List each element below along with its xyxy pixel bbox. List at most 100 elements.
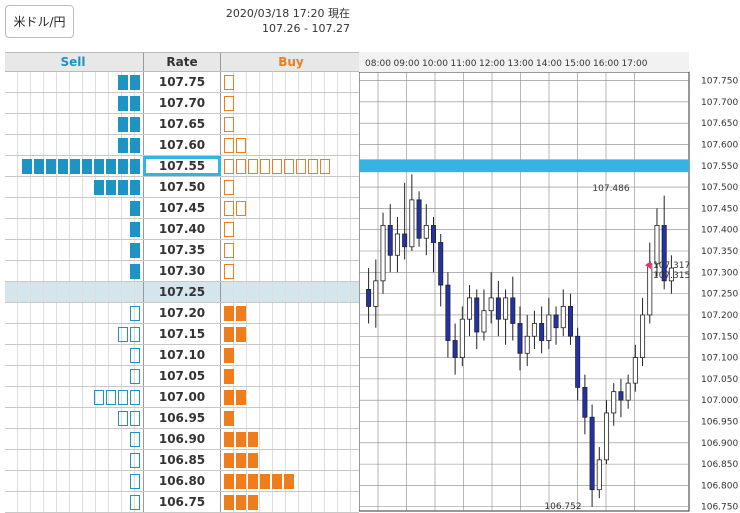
- buy-order-block: [224, 389, 234, 405]
- y-tick-label: 107.700: [701, 98, 738, 108]
- candle-body: [618, 391, 624, 401]
- sell-order-block: [34, 158, 44, 174]
- rate-cell: 106.75: [143, 492, 221, 512]
- sell-order-block: [130, 179, 140, 195]
- sell-order-block: [130, 368, 140, 384]
- order-book-rows: 107.75 107.70 107.65 107.60 107.55 107.50 107.…: [5, 72, 359, 513]
- candle-body: [575, 335, 581, 388]
- y-tick-label: 106.750: [701, 503, 738, 513]
- candle-body: [582, 386, 588, 418]
- rate-cell: 107.75: [143, 72, 221, 92]
- sell-order-block: [118, 137, 128, 153]
- buy-order-block: [224, 200, 234, 216]
- buy-order-block: [272, 473, 282, 489]
- ask-label: 107.315: [653, 271, 690, 281]
- rate-cell: 106.95: [143, 408, 221, 428]
- candle-body: [531, 323, 537, 337]
- sell-order-block: [130, 431, 140, 447]
- currency-pair-button[interactable]: 米ドル/円: [5, 5, 74, 38]
- sell-cell: [5, 177, 143, 197]
- sell-order-block: [130, 200, 140, 216]
- rate-cell: 107.50: [143, 177, 221, 197]
- buy-order-block: [224, 494, 234, 510]
- sell-cell: [5, 471, 143, 491]
- order-book-row: 107.75: [5, 72, 359, 93]
- rate-cell: 107.05: [143, 366, 221, 386]
- buy-order-block: [248, 431, 258, 447]
- buy-cell: [221, 198, 359, 218]
- candle-body: [604, 412, 610, 461]
- sell-order-block: [130, 452, 140, 468]
- sell-order-block: [58, 158, 68, 174]
- order-book-row: 107.35: [5, 240, 359, 261]
- y-tick-label: 107.550: [701, 162, 738, 172]
- buy-order-block: [224, 158, 234, 174]
- buy-order-block: [236, 158, 246, 174]
- sell-header: Sell: [60, 55, 86, 69]
- sell-cell: [5, 156, 143, 176]
- candle-body: [546, 314, 552, 341]
- sell-order-block: [130, 221, 140, 237]
- candle-body: [553, 314, 559, 329]
- buy-cell: [221, 471, 359, 491]
- candle-body: [517, 323, 523, 354]
- sell-order-block: [46, 158, 56, 174]
- y-tick-label: 107.050: [701, 375, 738, 385]
- buy-order-block: [260, 158, 270, 174]
- buy-header: Buy: [278, 55, 304, 69]
- buy-order-block: [224, 410, 234, 426]
- order-book-row: 107.70: [5, 93, 359, 114]
- candle-body: [416, 199, 422, 239]
- rate-cell: 107.25: [143, 282, 221, 302]
- spread-text: 107.26 - 107.27: [262, 22, 350, 35]
- low-label: 106.752: [544, 502, 581, 512]
- sell-cell: [5, 114, 143, 134]
- candle-body: [567, 306, 573, 337]
- buy-order-block: [308, 158, 318, 174]
- order-book-row: 107.20: [5, 303, 359, 324]
- buy-order-block: [236, 389, 246, 405]
- buy-cell: [221, 492, 359, 512]
- candle-body: [402, 233, 408, 248]
- sell-order-block: [130, 242, 140, 258]
- y-tick-label: 107.500: [701, 183, 738, 193]
- sell-cell: [5, 408, 143, 428]
- buy-order-block: [224, 263, 234, 279]
- y-tick-label: 107.100: [701, 354, 738, 364]
- sell-cell: [5, 93, 143, 113]
- sell-order-block: [106, 158, 116, 174]
- x-tick-label: 09:00: [394, 59, 420, 69]
- order-book-row: 107.45: [5, 198, 359, 219]
- sell-order-block: [130, 137, 140, 153]
- x-tick-label: 14:00: [536, 59, 562, 69]
- buy-order-block: [224, 242, 234, 258]
- candle-body: [409, 199, 415, 248]
- buy-order-block: [236, 431, 246, 447]
- candle-body: [654, 225, 660, 265]
- buy-cell: [221, 240, 359, 260]
- sell-cell: [5, 282, 143, 302]
- timestamp-text: 2020/03/18 17:20 現在: [225, 7, 350, 20]
- order-book-row: 107.60: [5, 135, 359, 156]
- buy-order-block: [296, 158, 306, 174]
- y-tick-label: 107.350: [701, 247, 738, 257]
- sell-cell: [5, 72, 143, 92]
- y-tick-label: 106.800: [701, 481, 738, 491]
- sell-cell: [5, 135, 143, 155]
- order-book-row: 107.40: [5, 219, 359, 240]
- buy-order-block: [236, 137, 246, 153]
- order-book-row: 107.55: [5, 156, 359, 177]
- candle-body: [488, 297, 494, 312]
- y-tick-label: 107.200: [701, 311, 738, 321]
- sell-cell: [5, 261, 143, 281]
- high-label: 107.486: [592, 184, 629, 194]
- sell-cell: [5, 366, 143, 386]
- x-tick-label: 15:00: [565, 59, 591, 69]
- sell-order-block: [130, 263, 140, 279]
- buy-order-block: [272, 158, 282, 174]
- price-band: [359, 159, 689, 173]
- candle-body: [467, 297, 473, 320]
- sell-order-block: [130, 74, 140, 90]
- buy-order-block: [224, 116, 234, 132]
- sell-order-block: [22, 158, 32, 174]
